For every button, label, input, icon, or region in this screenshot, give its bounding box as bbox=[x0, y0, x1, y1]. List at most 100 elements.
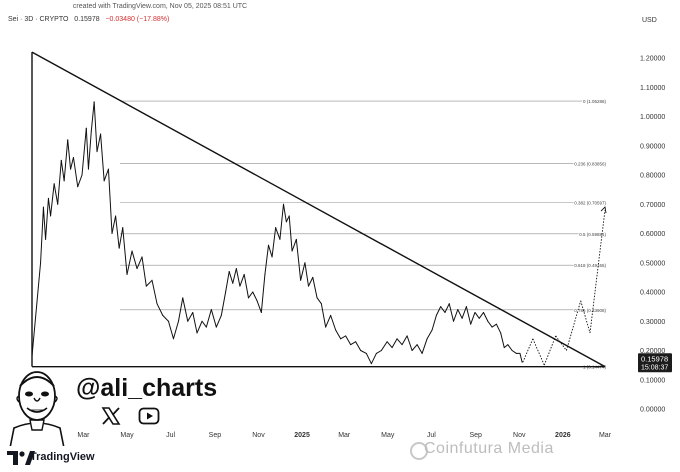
price-segment-75 bbox=[330, 314, 337, 331]
fib-label-2: 0.382 (0.70597) bbox=[574, 201, 606, 206]
price-segment-111 bbox=[500, 332, 505, 349]
price-segment-3 bbox=[42, 206, 47, 240]
price-segment-38 bbox=[177, 297, 184, 322]
x-logo-icon[interactable] bbox=[100, 405, 122, 427]
price-segment-11 bbox=[67, 139, 72, 170]
price-segment-32 bbox=[145, 279, 153, 287]
price-segment-59 bbox=[267, 244, 273, 258]
price-segment-107 bbox=[483, 311, 489, 322]
price-segment-9 bbox=[60, 159, 65, 182]
price-badge-countdown: 15:08:37 bbox=[641, 364, 668, 371]
y-axis: 1.20000 1.10000 1.00000 0.90000 0.80000 0.700… bbox=[640, 56, 665, 414]
projection-segment-7 bbox=[589, 210, 606, 334]
y-tick-label-8: 0.40000 bbox=[640, 290, 665, 297]
author-avatar bbox=[9, 371, 65, 448]
price-segment-25 bbox=[115, 215, 120, 249]
price-segment-37 bbox=[172, 320, 179, 340]
price-segment-74 bbox=[325, 314, 332, 328]
price-segment-92 bbox=[416, 344, 423, 354]
price-segment-101 bbox=[457, 309, 463, 319]
price-segment-95 bbox=[431, 314, 437, 331]
price-segment-56 bbox=[256, 300, 262, 313]
footer-bar bbox=[0, 446, 680, 472]
price-segment-64 bbox=[285, 215, 290, 223]
price-segment-1 bbox=[31, 262, 42, 357]
y-tick-label-1: 1.10000 bbox=[640, 85, 665, 92]
x-axis: Mar May Jul Sep Nov 2025 Mar May Jul Sep Nov 2026 Ma… bbox=[77, 432, 611, 439]
x-tick-label-8: Jul bbox=[427, 432, 436, 439]
price-segment-7 bbox=[53, 183, 59, 205]
price-segment-110 bbox=[495, 323, 502, 334]
price-segment-52 bbox=[239, 273, 245, 287]
price-segment-31 bbox=[141, 256, 147, 287]
price-segment-10 bbox=[63, 139, 69, 182]
price-segment-21 bbox=[100, 133, 105, 182]
price-segment-116 bbox=[519, 352, 523, 363]
price-segment-39 bbox=[182, 297, 189, 322]
price-segment-53 bbox=[243, 273, 249, 299]
tradingview-brand: TradingView bbox=[30, 451, 95, 463]
price-segment-100 bbox=[453, 309, 459, 322]
price-segment-43 bbox=[201, 320, 207, 328]
projection-segment-4 bbox=[555, 335, 567, 351]
price-segment-98 bbox=[444, 303, 450, 313]
price-segment-49 bbox=[228, 271, 234, 284]
price-segment-55 bbox=[252, 291, 258, 302]
fib-label-5: 0.786 (0.33908) bbox=[574, 308, 606, 313]
price-segment-60 bbox=[271, 227, 277, 258]
x-tick-label-2: Jul bbox=[166, 432, 175, 439]
price-segment-45 bbox=[210, 309, 217, 328]
price-segment-94 bbox=[426, 329, 433, 340]
x-tick-label-10: Nov bbox=[513, 432, 526, 439]
price-segment-68 bbox=[300, 262, 306, 281]
price-segment-19 bbox=[93, 101, 98, 153]
projection-group bbox=[522, 206, 607, 366]
price-segment-80 bbox=[355, 341, 362, 351]
price-segment-61 bbox=[275, 227, 281, 240]
price-segment-44 bbox=[205, 309, 212, 328]
projection-arrowhead bbox=[600, 206, 607, 214]
x-tick-label-3: Sep bbox=[209, 432, 222, 439]
price-segment-114 bbox=[511, 350, 517, 354]
y-tick-label-12: 0.00000 bbox=[640, 407, 665, 414]
price-segment-69 bbox=[304, 262, 309, 287]
price-segment-96 bbox=[435, 306, 442, 316]
projection-segment-2 bbox=[532, 338, 545, 366]
y-tick-label-5: 0.70000 bbox=[640, 202, 665, 209]
y-tick-label-9: 0.30000 bbox=[640, 319, 665, 326]
price-segment-66 bbox=[291, 238, 297, 252]
price-segment-83 bbox=[370, 352, 377, 365]
price-segment-33 bbox=[151, 279, 158, 305]
price-segment-63 bbox=[282, 203, 287, 223]
price-segment-81 bbox=[360, 350, 367, 354]
youtube-play-icon[interactable] bbox=[138, 405, 160, 427]
y-tick-label-0: 1.20000 bbox=[640, 56, 665, 63]
attribution-text: created with TradingView.com, Nov 05, 20… bbox=[72, 3, 248, 10]
price-segment-18 bbox=[90, 101, 95, 132]
price-segment-102 bbox=[461, 306, 467, 319]
price-segment-26 bbox=[118, 227, 124, 249]
price-segment-90 bbox=[406, 335, 413, 351]
projection-segment-5 bbox=[565, 300, 582, 351]
price-segment-22 bbox=[103, 168, 109, 182]
price-segment-78 bbox=[345, 335, 352, 346]
price-segment-108 bbox=[487, 320, 493, 328]
y-tick-label-10: 0.20000 bbox=[640, 348, 665, 355]
price-segment-109 bbox=[491, 323, 497, 328]
price-segment-42 bbox=[196, 320, 203, 334]
currency-label[interactable]: USD bbox=[642, 17, 657, 24]
price-segment-48 bbox=[225, 271, 230, 293]
price-segment-24 bbox=[111, 215, 117, 234]
y-tick-label-4: 0.80000 bbox=[640, 173, 665, 180]
x-tick-label-4: Nov bbox=[252, 432, 265, 439]
y-tick-label-11: 0.10000 bbox=[640, 377, 665, 384]
price-segment-93 bbox=[421, 338, 428, 354]
price-segment-47 bbox=[220, 291, 227, 316]
x-tick-label-0: Mar bbox=[77, 432, 90, 439]
fib-label-4: 0.618 (0.49165) bbox=[574, 263, 606, 268]
price-segment-58 bbox=[264, 244, 269, 275]
price-segment-70 bbox=[307, 276, 314, 287]
price-segment-71 bbox=[312, 276, 318, 299]
price-segment-85 bbox=[380, 341, 388, 351]
